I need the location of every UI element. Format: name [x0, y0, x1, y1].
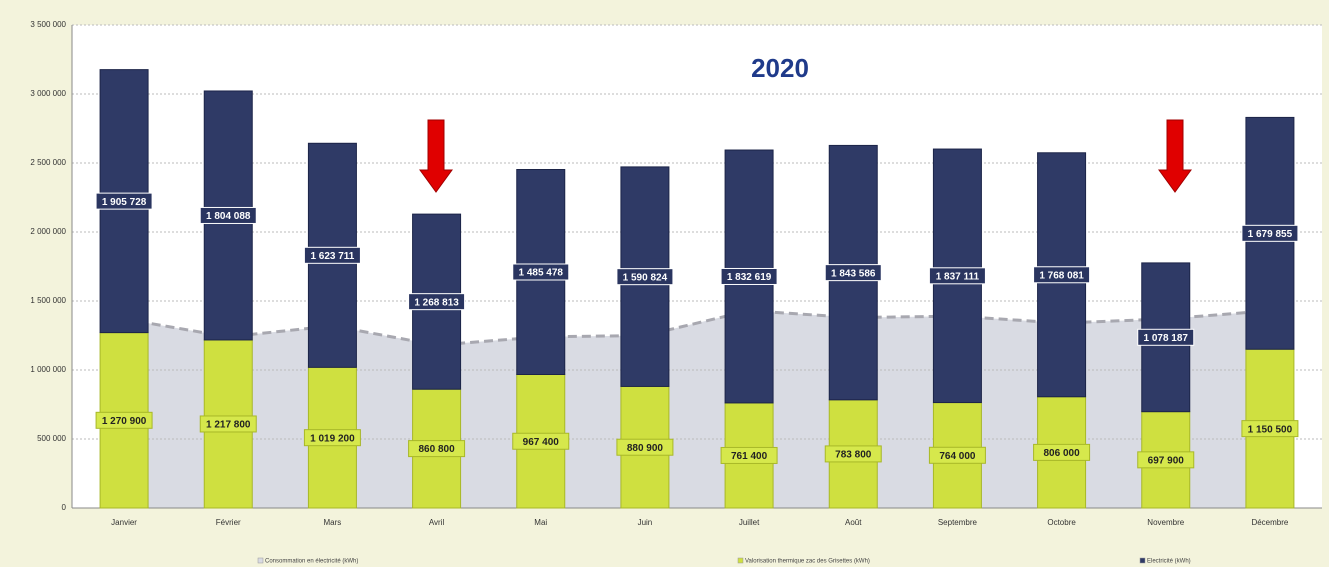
value-label-box	[303, 246, 361, 264]
x-tick-label: Septembre	[938, 518, 978, 527]
value-label-box	[1033, 443, 1091, 461]
x-tick-label: Janvier	[111, 518, 137, 527]
value-label-box	[95, 411, 153, 429]
x-tick-label: Février	[216, 518, 241, 527]
x-tick-label: Août	[845, 518, 862, 527]
value-label: 1 832 619	[727, 272, 772, 283]
value-label: 783 800	[835, 450, 872, 461]
value-label: 1 768 081	[1039, 270, 1084, 281]
value-label-box	[1241, 224, 1299, 242]
x-tick-label: Novembre	[1147, 518, 1184, 527]
value-label-box	[824, 264, 882, 282]
value-label-box	[720, 446, 778, 464]
x-tick-label: Décembre	[1251, 518, 1288, 527]
area	[124, 310, 1270, 508]
value-label-box	[928, 446, 986, 464]
x-tick-label: Juin	[638, 518, 653, 527]
value-label-box	[1033, 266, 1091, 284]
value-label: 1 150 500	[1248, 424, 1293, 435]
x-tick-label: Octobre	[1047, 518, 1076, 527]
value-label-box	[95, 192, 153, 210]
legend-label: Electricité (kWh)	[1147, 559, 1191, 565]
x-tick-label: Mai	[534, 518, 547, 527]
value-label: 764 000	[939, 451, 976, 462]
value-label: 1 837 111	[936, 271, 980, 282]
y-tick-label: 3 500 000	[30, 20, 66, 29]
value-label-box	[616, 438, 674, 456]
value-label-box	[824, 445, 882, 463]
value-label-box	[199, 415, 257, 433]
area-line	[123, 309, 1271, 347]
y-tick-label: 500 000	[37, 434, 66, 443]
value-label: 1 270 900	[102, 416, 147, 427]
value-label: 761 400	[731, 451, 768, 462]
value-label-box	[616, 268, 674, 286]
y-tick-label: 2 500 000	[30, 158, 66, 167]
value-label-box	[928, 267, 986, 285]
value-label: 1 217 800	[206, 420, 251, 431]
value-label: 860 800	[419, 444, 456, 455]
y-tick-label: 0	[62, 503, 67, 512]
value-label: 1 679 855	[1248, 229, 1293, 240]
value-label-box	[303, 429, 361, 447]
value-label: 1 078 187	[1144, 333, 1189, 344]
y-tick-label: 2 000 000	[30, 227, 66, 236]
legend-swatch	[737, 557, 744, 564]
value-label: 1 804 088	[206, 211, 251, 222]
legend-label: Consommation en électricité (kWh)	[265, 559, 358, 565]
y-tick-label: 1 500 000	[30, 296, 66, 305]
chart-title: 2020	[751, 53, 809, 83]
legend-label: Valorisation thermique zac des Grisettes…	[745, 559, 870, 565]
value-label: 880 900	[627, 443, 664, 454]
value-label-box	[512, 263, 570, 281]
value-label-box	[408, 440, 466, 458]
value-label: 1 843 586	[831, 268, 876, 279]
value-label: 1 268 813	[414, 297, 459, 308]
value-label-box	[512, 432, 570, 450]
y-tick-label: 3 000 000	[30, 89, 66, 98]
value-label: 1 623 711	[310, 251, 354, 262]
value-label: 697 900	[1148, 455, 1185, 466]
value-label: 967 400	[523, 437, 560, 448]
value-label: 1 019 200	[310, 433, 355, 444]
x-tick-label: Mars	[324, 518, 342, 527]
value-label: 1 905 728	[102, 197, 147, 208]
legend-swatch	[1139, 557, 1146, 564]
value-label-box	[720, 267, 778, 285]
value-label-box	[1137, 328, 1195, 346]
arrow	[1158, 119, 1192, 193]
arrow	[419, 119, 453, 193]
x-tick-label: Juillet	[739, 518, 760, 527]
value-label-box	[1137, 451, 1195, 469]
y-tick-label: 1 000 000	[30, 365, 66, 374]
x-tick-label: Avril	[429, 518, 445, 527]
value-label: 1 485 478	[519, 268, 564, 279]
value-label: 806 000	[1044, 448, 1081, 459]
value-label-box	[1241, 420, 1299, 438]
legend-swatch	[257, 557, 264, 564]
value-label-box	[199, 206, 257, 224]
value-label: 1 590 824	[623, 272, 668, 283]
value-label-box	[408, 293, 466, 311]
